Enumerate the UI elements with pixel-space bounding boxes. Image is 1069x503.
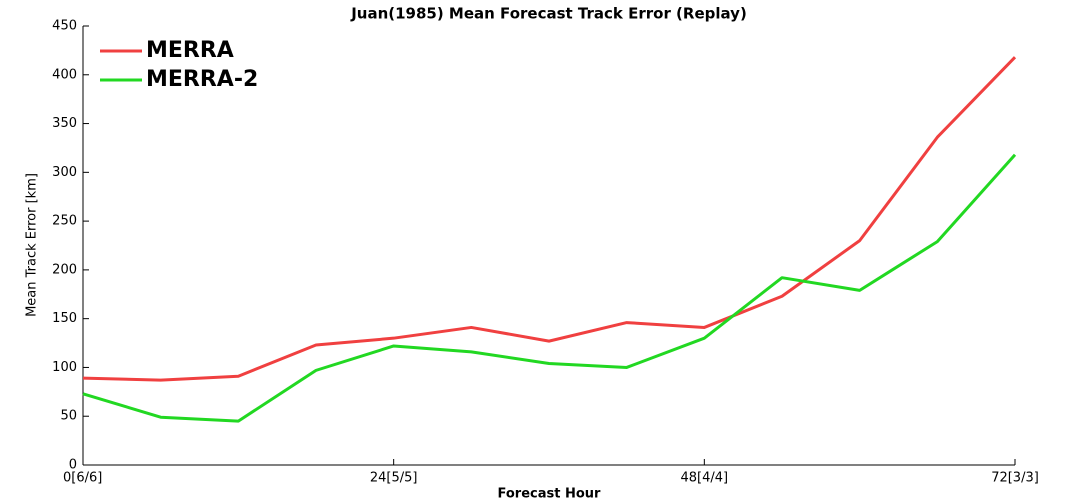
x-axis-label: Forecast Hour [498,487,602,502]
y-axis-label: Mean Track Error [km] [25,173,40,317]
y-tick-label: 300 [52,165,77,180]
y-tick-label: 400 [52,67,77,82]
chart-title: Juan(1985) Mean Forecast Track Error (Re… [350,5,747,23]
legend-label: MERRA-2 [146,67,258,92]
legend-label: MERRA [146,38,234,63]
y-tick-label: 200 [52,262,77,277]
x-tick-label: 24[5/5] [370,471,418,486]
x-tick-label: 48[4/4] [681,471,729,486]
y-tick-label: 50 [60,409,77,424]
y-tick-label: 250 [52,214,77,229]
y-tick-label: 100 [52,360,77,375]
y-tick-label: 450 [52,19,77,34]
x-tick-label: 72[3/3] [991,471,1039,486]
y-tick-label: 150 [52,311,77,326]
y-tick-label: 0 [69,458,77,473]
y-tick-label: 350 [52,116,77,131]
line-series [82,56,1017,382]
line-series [82,153,1017,423]
x-tick-label: 0[6/6] [63,471,102,486]
